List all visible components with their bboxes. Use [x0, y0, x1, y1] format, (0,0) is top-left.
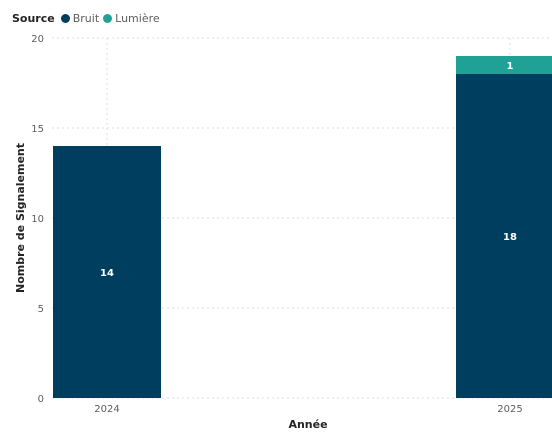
data-label: 14: [100, 268, 114, 279]
legend-dot-bruit: [60, 13, 70, 23]
y-tick-label: 20: [31, 34, 44, 45]
x-axis-title: Année: [288, 418, 327, 431]
legend-item-lumiere[interactable]: Lumière: [103, 12, 160, 25]
axis-ticks: 0 5 10 15 20 2024 2025: [31, 34, 522, 415]
x-tick-label: 2025: [497, 404, 522, 415]
y-tick-label: 15: [31, 124, 44, 135]
legend-item-bruit[interactable]: Bruit: [60, 11, 100, 25]
legend: Source Bruit Lumière: [12, 9, 164, 27]
legend-label-lumiere: Lumière: [115, 11, 160, 25]
bar-bruit-2024[interactable]: [53, 146, 161, 398]
legend-dot-lumiere: [103, 13, 113, 23]
y-tick-label: 10: [31, 214, 44, 225]
y-axis-title: Nombre de Signalement: [14, 143, 27, 293]
legend-title: Source: [12, 11, 55, 25]
data-label: 1: [507, 61, 514, 72]
bar-lumière-2025[interactable]: [456, 56, 552, 74]
legend-label-bruit: Bruit: [72, 11, 100, 25]
bars: 14 18 1: [53, 56, 552, 398]
y-tick-label: 0: [38, 394, 44, 405]
bar-bruit-2025[interactable]: [456, 74, 552, 398]
x-tick-label: 2024: [94, 404, 119, 415]
data-label: 18: [503, 232, 517, 243]
y-tick-label: 5: [38, 304, 44, 315]
